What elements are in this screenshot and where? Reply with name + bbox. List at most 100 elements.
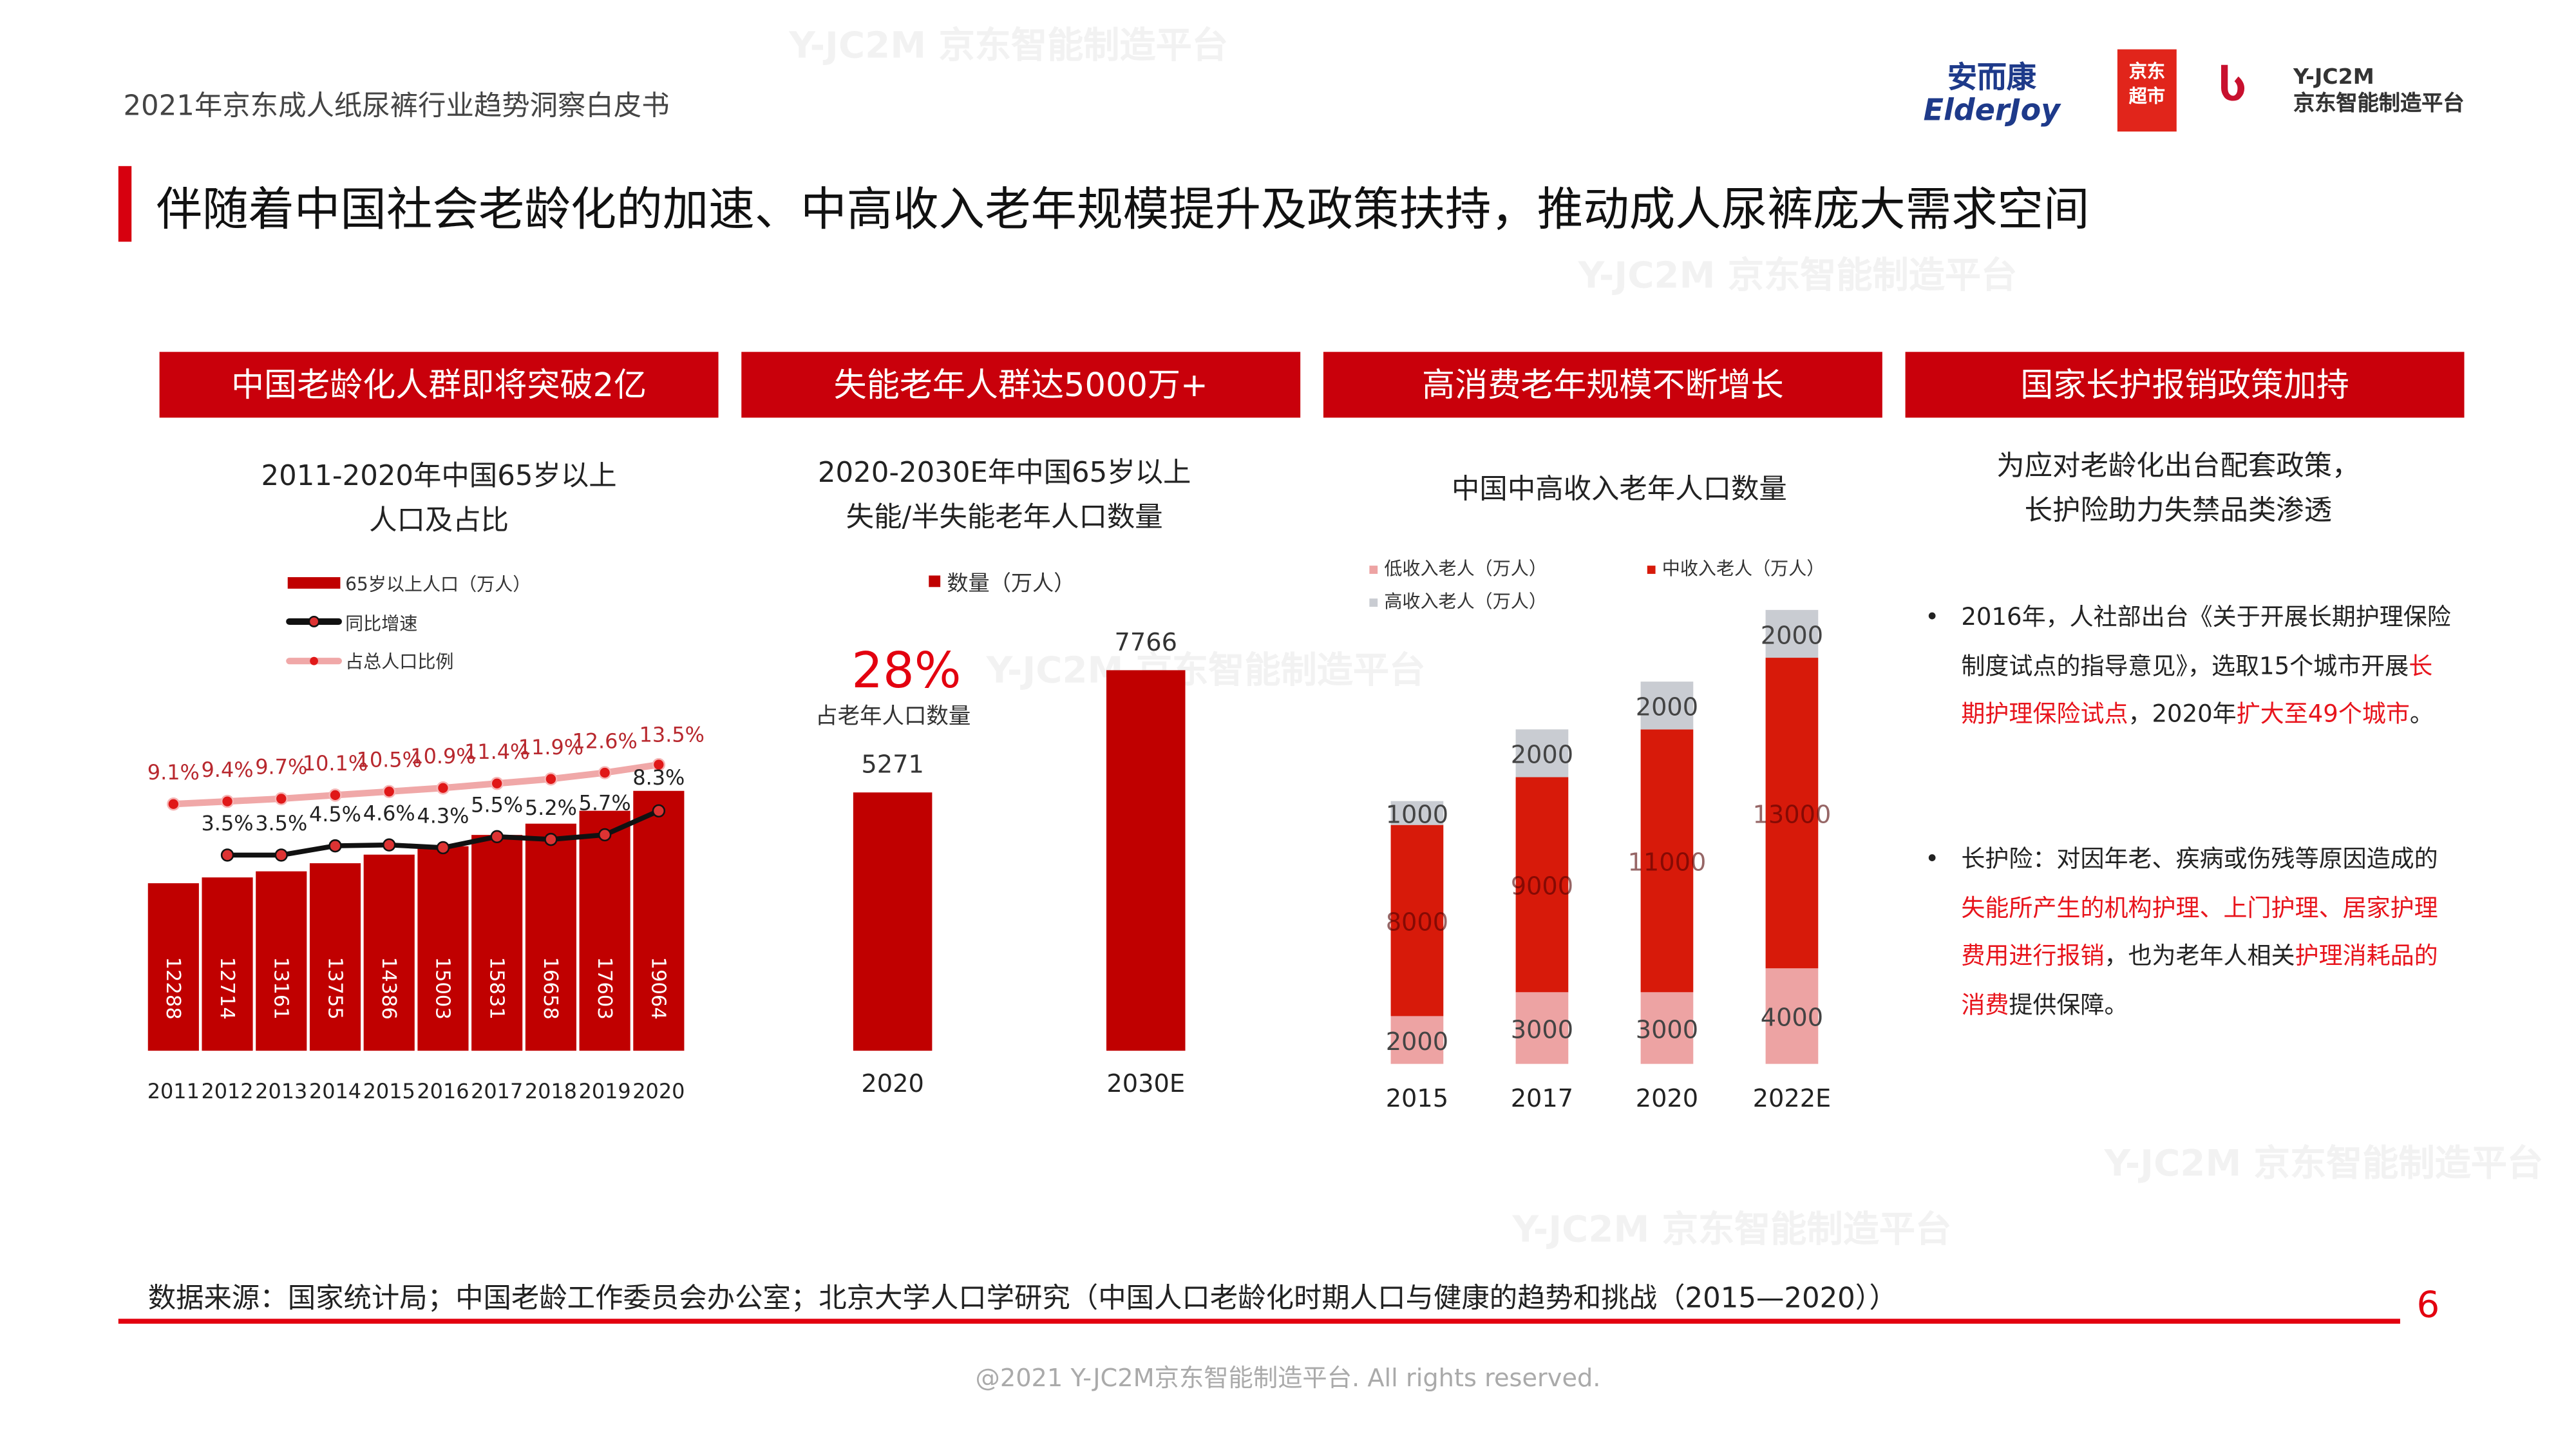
panel-header-policy: 国家长护报销政策加持: [1905, 352, 2465, 418]
bullet-text: 提供保障。: [2009, 992, 2128, 1019]
panel-header-disabled: 失能老年人群达5000万+: [741, 352, 1301, 418]
watermark: Y-JC2M 京东智能制造平台: [986, 651, 1426, 692]
segment-value-label: 13000: [1753, 800, 1832, 829]
ratio-label: 9.7%: [255, 755, 307, 779]
x-tick-label: 2017: [471, 1079, 523, 1103]
legend-swatch-bar: [287, 577, 341, 589]
bullet-text: 长护险：对因年老、疾病或伤残等原因造成的: [1961, 846, 2438, 873]
growth-label: 5.7%: [579, 791, 631, 816]
bar: [579, 810, 630, 1051]
stacked-bar-segment: [1515, 729, 1569, 777]
footer-divider: [118, 1319, 2400, 1324]
stacked-bar-segment: [1640, 729, 1694, 993]
stacked-bar-segment: [1765, 609, 1819, 658]
stacked-bar-segment: [1765, 658, 1819, 969]
growth-point: [490, 830, 504, 844]
legend-label: 同比增速: [345, 613, 417, 634]
segment-value-label: 2000: [1761, 621, 1823, 650]
growth-label: 3.5%: [202, 811, 254, 835]
stacked-bar-segment: [1765, 968, 1819, 1064]
bar-value-label: 17603: [593, 957, 616, 1019]
ratio-label: 10.9%: [410, 744, 475, 768]
growth-label: 8.3%: [632, 765, 685, 790]
segment-value-label: 8000: [1386, 908, 1448, 937]
copyright: @2021 Y-JC2M京东智能制造平台. All rights reserve…: [975, 1363, 1601, 1393]
x-tick-label: 2019: [579, 1079, 631, 1103]
bullet-text: 扩大至49个城市: [2236, 702, 2410, 729]
bullet-text: 长期护理保险试点: [1961, 653, 2433, 729]
legend-swatch: [929, 575, 941, 587]
ratio-line: [173, 761, 659, 808]
bullet-text: ，也为老年人相关: [2104, 944, 2295, 971]
jd-supermarket-logo: 京东 超市: [2117, 49, 2177, 132]
legend-swatch: [1369, 598, 1378, 607]
annotation-value: 28%: [851, 642, 961, 700]
bar-value-label: 13755: [323, 957, 346, 1019]
legend-label: 数量（万人）: [947, 570, 1075, 595]
bar: [471, 835, 523, 1051]
chart-subtitle: 2011-2020年中国65岁以上 人口及占比: [261, 460, 617, 538]
ratio-label: 10.1%: [303, 751, 368, 776]
x-tick-label: 2015: [363, 1079, 415, 1103]
x-tick-label: 2018: [525, 1079, 577, 1103]
growth-point: [220, 848, 234, 862]
elderjoy-logo: 安而康 ElderJoy: [1923, 61, 2061, 129]
segment-value-label: 1000: [1386, 800, 1448, 829]
headline-accent: [118, 166, 132, 242]
ratio-label: 12.6%: [572, 729, 637, 753]
bar: [853, 792, 933, 1051]
bar-value-label: 15831: [485, 957, 507, 1019]
growth-label: 5.2%: [525, 796, 577, 820]
stacked-bar-segment: [1640, 992, 1694, 1064]
document-title: 2021年京东成人纸尿裤行业趋势洞察白皮书: [123, 90, 670, 124]
x-tick-label: 2022E: [1753, 1084, 1832, 1113]
growth-point: [274, 848, 288, 862]
x-tick-label: 2012: [201, 1079, 253, 1103]
chart-subtitle: 2020-2030E年中国65岁以上 失能/半失能老年人口数量: [817, 457, 1191, 535]
x-tick-label: 2011: [147, 1079, 200, 1103]
bar: [1106, 670, 1186, 1051]
ratio-point: [490, 777, 504, 790]
bullet-text: 。: [2409, 702, 2434, 729]
x-tick-label: 2013: [255, 1079, 307, 1103]
legend-label: 中收入老人（万人）: [1662, 558, 1825, 579]
segment-value-label: 9000: [1511, 872, 1573, 901]
ratio-point: [383, 785, 396, 799]
bar-value-label: 19064: [647, 957, 670, 1019]
legend-marker: [310, 656, 318, 665]
bar: [363, 854, 415, 1051]
x-tick-label: 2020: [632, 1079, 685, 1103]
ratio-point: [598, 766, 612, 779]
ratio-point: [220, 794, 234, 808]
stacked-bar-segment: [1515, 777, 1569, 993]
page-number: 6: [2416, 1286, 2440, 1328]
y-jc2m-logo: Y-JC2M 京东智能制造平台: [2293, 66, 2465, 117]
legend-marker: [308, 615, 320, 627]
bar: [525, 823, 576, 1051]
bar: [633, 790, 685, 1051]
ratio-point: [544, 772, 558, 786]
bar-value-label: 13161: [270, 957, 292, 1019]
ratio-label: 9.4%: [202, 758, 254, 782]
bullet-text: ，2020年: [2128, 702, 2237, 729]
legend-label: 低收入老人（万人）: [1384, 558, 1547, 579]
bar-value-label: 16658: [539, 957, 562, 1019]
bullet-text: 失能所产生的机构护理、上门护理、居家护理费用进行报销: [1961, 895, 2438, 971]
headline: 伴随着中国社会老龄化的加速、中高收入老年规模提升及政策扶持，推动成人尿裤庞大需求…: [156, 182, 2090, 237]
x-tick-label: 2017: [1511, 1084, 1573, 1113]
x-tick-label: 2016: [417, 1079, 469, 1103]
segment-value-label: 11000: [1628, 848, 1707, 877]
panel-header-aging: 中国老龄化人群即将突破2亿: [159, 352, 719, 418]
legend-label: 65岁以上人口（万人）: [345, 573, 531, 595]
x-tick-label: 2020: [861, 1069, 923, 1098]
growth-point: [652, 804, 666, 817]
segment-value-label: 3000: [1511, 1015, 1573, 1044]
legend-label: 高收入老人（万人）: [1384, 591, 1547, 612]
ratio-label: 10.5%: [357, 748, 422, 772]
ratio-label: 9.1%: [147, 760, 200, 785]
policy-subtitle: 为应对老龄化出台配套政策， 长护险助力失禁品类渗透: [1996, 450, 2360, 528]
stacked-bar-segment: [1515, 992, 1569, 1064]
segment-value-label: 2000: [1636, 693, 1698, 722]
